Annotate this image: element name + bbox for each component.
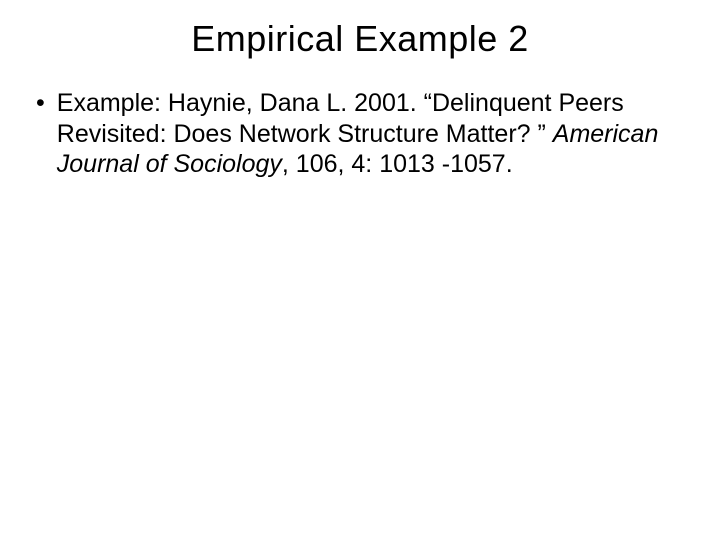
bullet-item: • Example: Haynie, Dana L. 2001. “Delinq… xyxy=(36,88,690,180)
slide-title: Empirical Example 2 xyxy=(30,18,690,60)
bullet-text: Example: Haynie, Dana L. 2001. “Delinque… xyxy=(57,88,690,180)
slide-content: • Example: Haynie, Dana L. 2001. “Delinq… xyxy=(30,88,690,180)
slide-container: Empirical Example 2 • Example: Haynie, D… xyxy=(0,0,720,540)
citation-suffix: , 106, 4: 1013 -1057. xyxy=(282,150,513,178)
citation-prefix: Example: Haynie, Dana L. 2001. “Delinque… xyxy=(57,89,624,148)
bullet-marker: • xyxy=(36,88,45,119)
